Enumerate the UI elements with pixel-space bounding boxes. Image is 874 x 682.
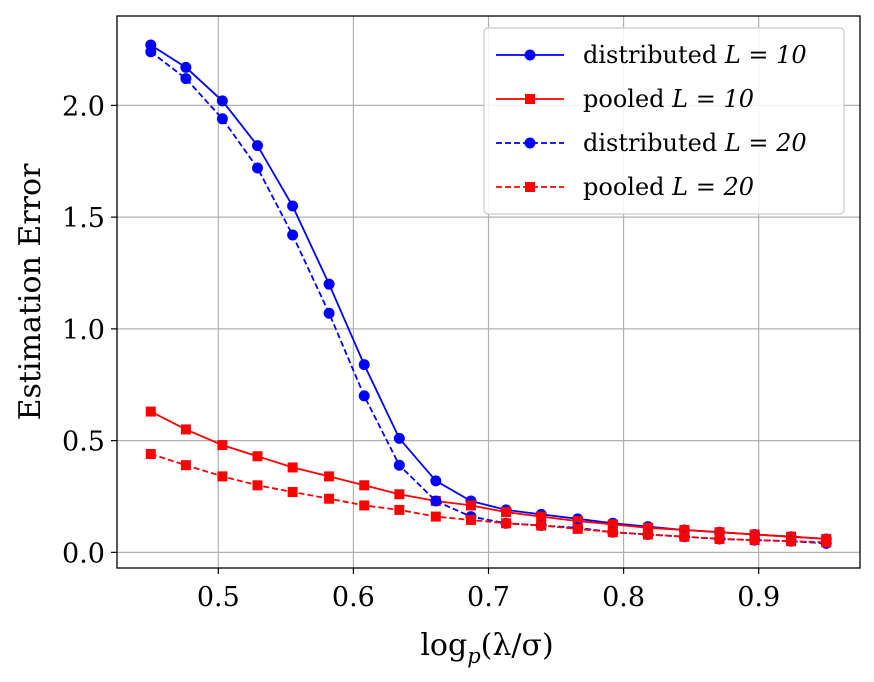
data-point [145, 449, 156, 460]
data-point [786, 536, 797, 547]
data-point [714, 533, 725, 544]
data-point [252, 451, 263, 462]
data-point [358, 390, 370, 402]
data-point [251, 140, 263, 152]
data-point [536, 511, 547, 522]
data-point [821, 537, 832, 548]
x-tick-label: 0.6 [332, 582, 375, 613]
legend-entry: distributed L = 10 [496, 41, 807, 69]
data-point [394, 504, 405, 515]
legend-box [483, 27, 845, 215]
data-point [749, 529, 760, 540]
series-4 [145, 449, 832, 548]
data-point [393, 459, 405, 471]
legend-label: distributed L = 20 [583, 129, 807, 157]
y-tick-label: 0.5 [62, 427, 105, 458]
data-point [252, 480, 263, 491]
x-tick-label: 0.8 [602, 582, 645, 613]
y-tick-label: 1.5 [62, 203, 105, 234]
data-point [251, 162, 263, 174]
data-point [358, 359, 370, 371]
data-point [501, 518, 512, 529]
x-tick-label: 0.9 [737, 582, 780, 613]
legend-entry: distributed L = 20 [496, 129, 807, 157]
data-point [217, 440, 228, 451]
data-point [180, 460, 191, 471]
legend: distributed L = 10 pooled L = 10 distribut… [483, 27, 845, 215]
data-point [749, 535, 760, 546]
data-point [287, 229, 299, 241]
x-tick-label: 0.5 [197, 582, 240, 613]
data-point [216, 95, 228, 107]
data-point [607, 519, 618, 530]
data-point [323, 278, 335, 290]
data-point [394, 489, 405, 500]
data-point [324, 471, 335, 482]
legend-marker [524, 137, 536, 149]
legend-label: pooled L = 20 [583, 173, 754, 201]
series-line [150, 453, 827, 544]
legend-marker [525, 182, 535, 192]
data-point [359, 500, 370, 511]
series-layer [145, 39, 832, 549]
x-axis-label-base: log [420, 628, 467, 663]
data-point [324, 493, 335, 504]
data-point [145, 46, 157, 58]
data-point [642, 529, 653, 540]
legend-label: distributed L = 10 [583, 41, 807, 69]
data-point [465, 514, 476, 525]
data-point [679, 531, 690, 542]
series-line [150, 410, 827, 540]
x-tick-label: 0.7 [467, 582, 510, 613]
legend-label: pooled L = 10 [583, 85, 754, 113]
data-point [536, 520, 547, 531]
data-point [572, 523, 583, 534]
y-tick-label: 0.0 [62, 538, 105, 569]
x-axis-label-arg: (λ/σ) [481, 628, 554, 663]
data-point [679, 525, 690, 536]
legend-marker [524, 49, 536, 61]
data-point [217, 471, 228, 482]
data-point [430, 511, 441, 522]
x-axis-label: logp(λ/σ) [420, 628, 553, 668]
data-point [501, 507, 512, 518]
legend-entry: pooled L = 20 [496, 173, 754, 201]
y-tick-label: 1.0 [62, 315, 105, 346]
data-point [393, 432, 405, 444]
y-axis-label: Estimation Error [13, 163, 48, 420]
data-point [359, 480, 370, 491]
data-point [180, 73, 192, 85]
data-point [323, 307, 335, 319]
data-point [642, 522, 653, 533]
data-point [572, 516, 583, 527]
data-point [145, 406, 156, 417]
data-point [430, 475, 442, 487]
data-point [607, 527, 618, 538]
data-point [180, 424, 191, 435]
x-axis-label-sub: p [467, 644, 480, 668]
data-point [430, 495, 442, 507]
legend-marker [525, 94, 535, 104]
series-2 [145, 406, 832, 544]
data-point [216, 113, 228, 125]
data-point [287, 487, 298, 498]
svg-text:logp(λ/σ): logp(λ/σ) [420, 628, 553, 668]
ticks: 0.5 0.6 0.7 0.8 0.9 0.0 0.5 1.0 1.5 2.0 [62, 91, 780, 613]
legend-entry: pooled L = 10 [496, 85, 754, 113]
y-tick-label: 2.0 [62, 91, 105, 122]
data-point [465, 500, 476, 511]
data-point [287, 462, 298, 473]
data-point [714, 527, 725, 538]
data-point [287, 200, 299, 212]
data-point [180, 61, 192, 73]
